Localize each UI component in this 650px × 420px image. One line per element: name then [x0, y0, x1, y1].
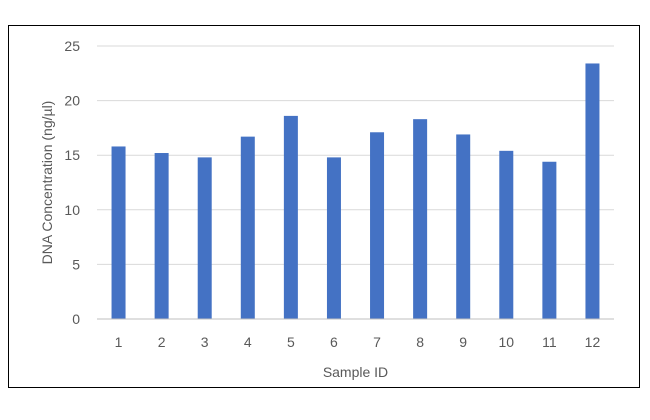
- bar-sample-8: [413, 119, 428, 319]
- x-tick-label: 1: [115, 334, 123, 350]
- y-axis-title: DNA Concentration (ng/µl): [39, 101, 55, 265]
- x-tick-label: 9: [459, 334, 467, 350]
- x-axis-ticks: 1 2 3 4 5 6 7 8 9 10 11 12: [115, 334, 601, 350]
- bar-sample-10: [499, 150, 514, 319]
- y-tick-label: 5: [72, 256, 80, 272]
- x-tick-label: 2: [158, 334, 166, 350]
- x-tick-label: 4: [244, 334, 252, 350]
- y-tick-label: 0: [72, 311, 80, 327]
- y-tick-label: 10: [64, 202, 80, 218]
- bar-sample-1: [111, 146, 126, 319]
- x-tick-label: 8: [416, 334, 424, 350]
- x-axis-title: Sample ID: [323, 364, 388, 380]
- y-tick-label: 25: [64, 38, 80, 54]
- bar-sample-3: [197, 157, 212, 319]
- x-tick-label: 3: [201, 334, 209, 350]
- x-tick-label: 12: [585, 334, 601, 350]
- x-tick-label: 11: [542, 334, 557, 350]
- bar-sample-7: [370, 132, 385, 319]
- x-tick-label: 10: [499, 334, 515, 350]
- gridlines: [97, 45, 614, 265]
- y-tick-label: 20: [64, 93, 80, 109]
- y-tick-label: 15: [64, 147, 80, 163]
- x-tick-label: 7: [373, 334, 381, 350]
- bar-sample-6: [326, 157, 341, 319]
- x-tick-label: 6: [330, 334, 338, 350]
- y-axis-ticks: 0 5 10 15 20 25: [64, 38, 80, 327]
- bar-sample-12: [585, 63, 600, 319]
- bar-sample-4: [240, 136, 255, 319]
- x-tick-label: 5: [287, 334, 295, 350]
- bar-sample-5: [283, 115, 298, 319]
- bar-sample-11: [542, 161, 557, 319]
- bars: [111, 63, 600, 319]
- bar-sample-9: [456, 134, 471, 319]
- bar-sample-2: [154, 153, 169, 319]
